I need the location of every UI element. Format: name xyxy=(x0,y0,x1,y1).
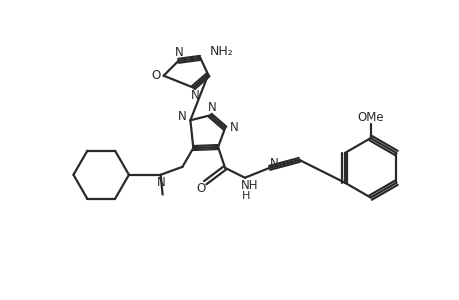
Text: N: N xyxy=(157,176,166,189)
Text: NH: NH xyxy=(241,179,258,192)
Text: N: N xyxy=(207,101,216,114)
Text: NH₂: NH₂ xyxy=(210,45,234,58)
Text: OMe: OMe xyxy=(357,111,383,124)
Text: O: O xyxy=(151,69,160,82)
Text: O: O xyxy=(196,182,206,195)
Text: H: H xyxy=(241,190,250,201)
Text: N: N xyxy=(178,110,186,123)
Text: N: N xyxy=(229,121,238,134)
Text: N: N xyxy=(175,46,184,59)
Text: N: N xyxy=(190,89,199,102)
Text: N: N xyxy=(269,158,278,170)
